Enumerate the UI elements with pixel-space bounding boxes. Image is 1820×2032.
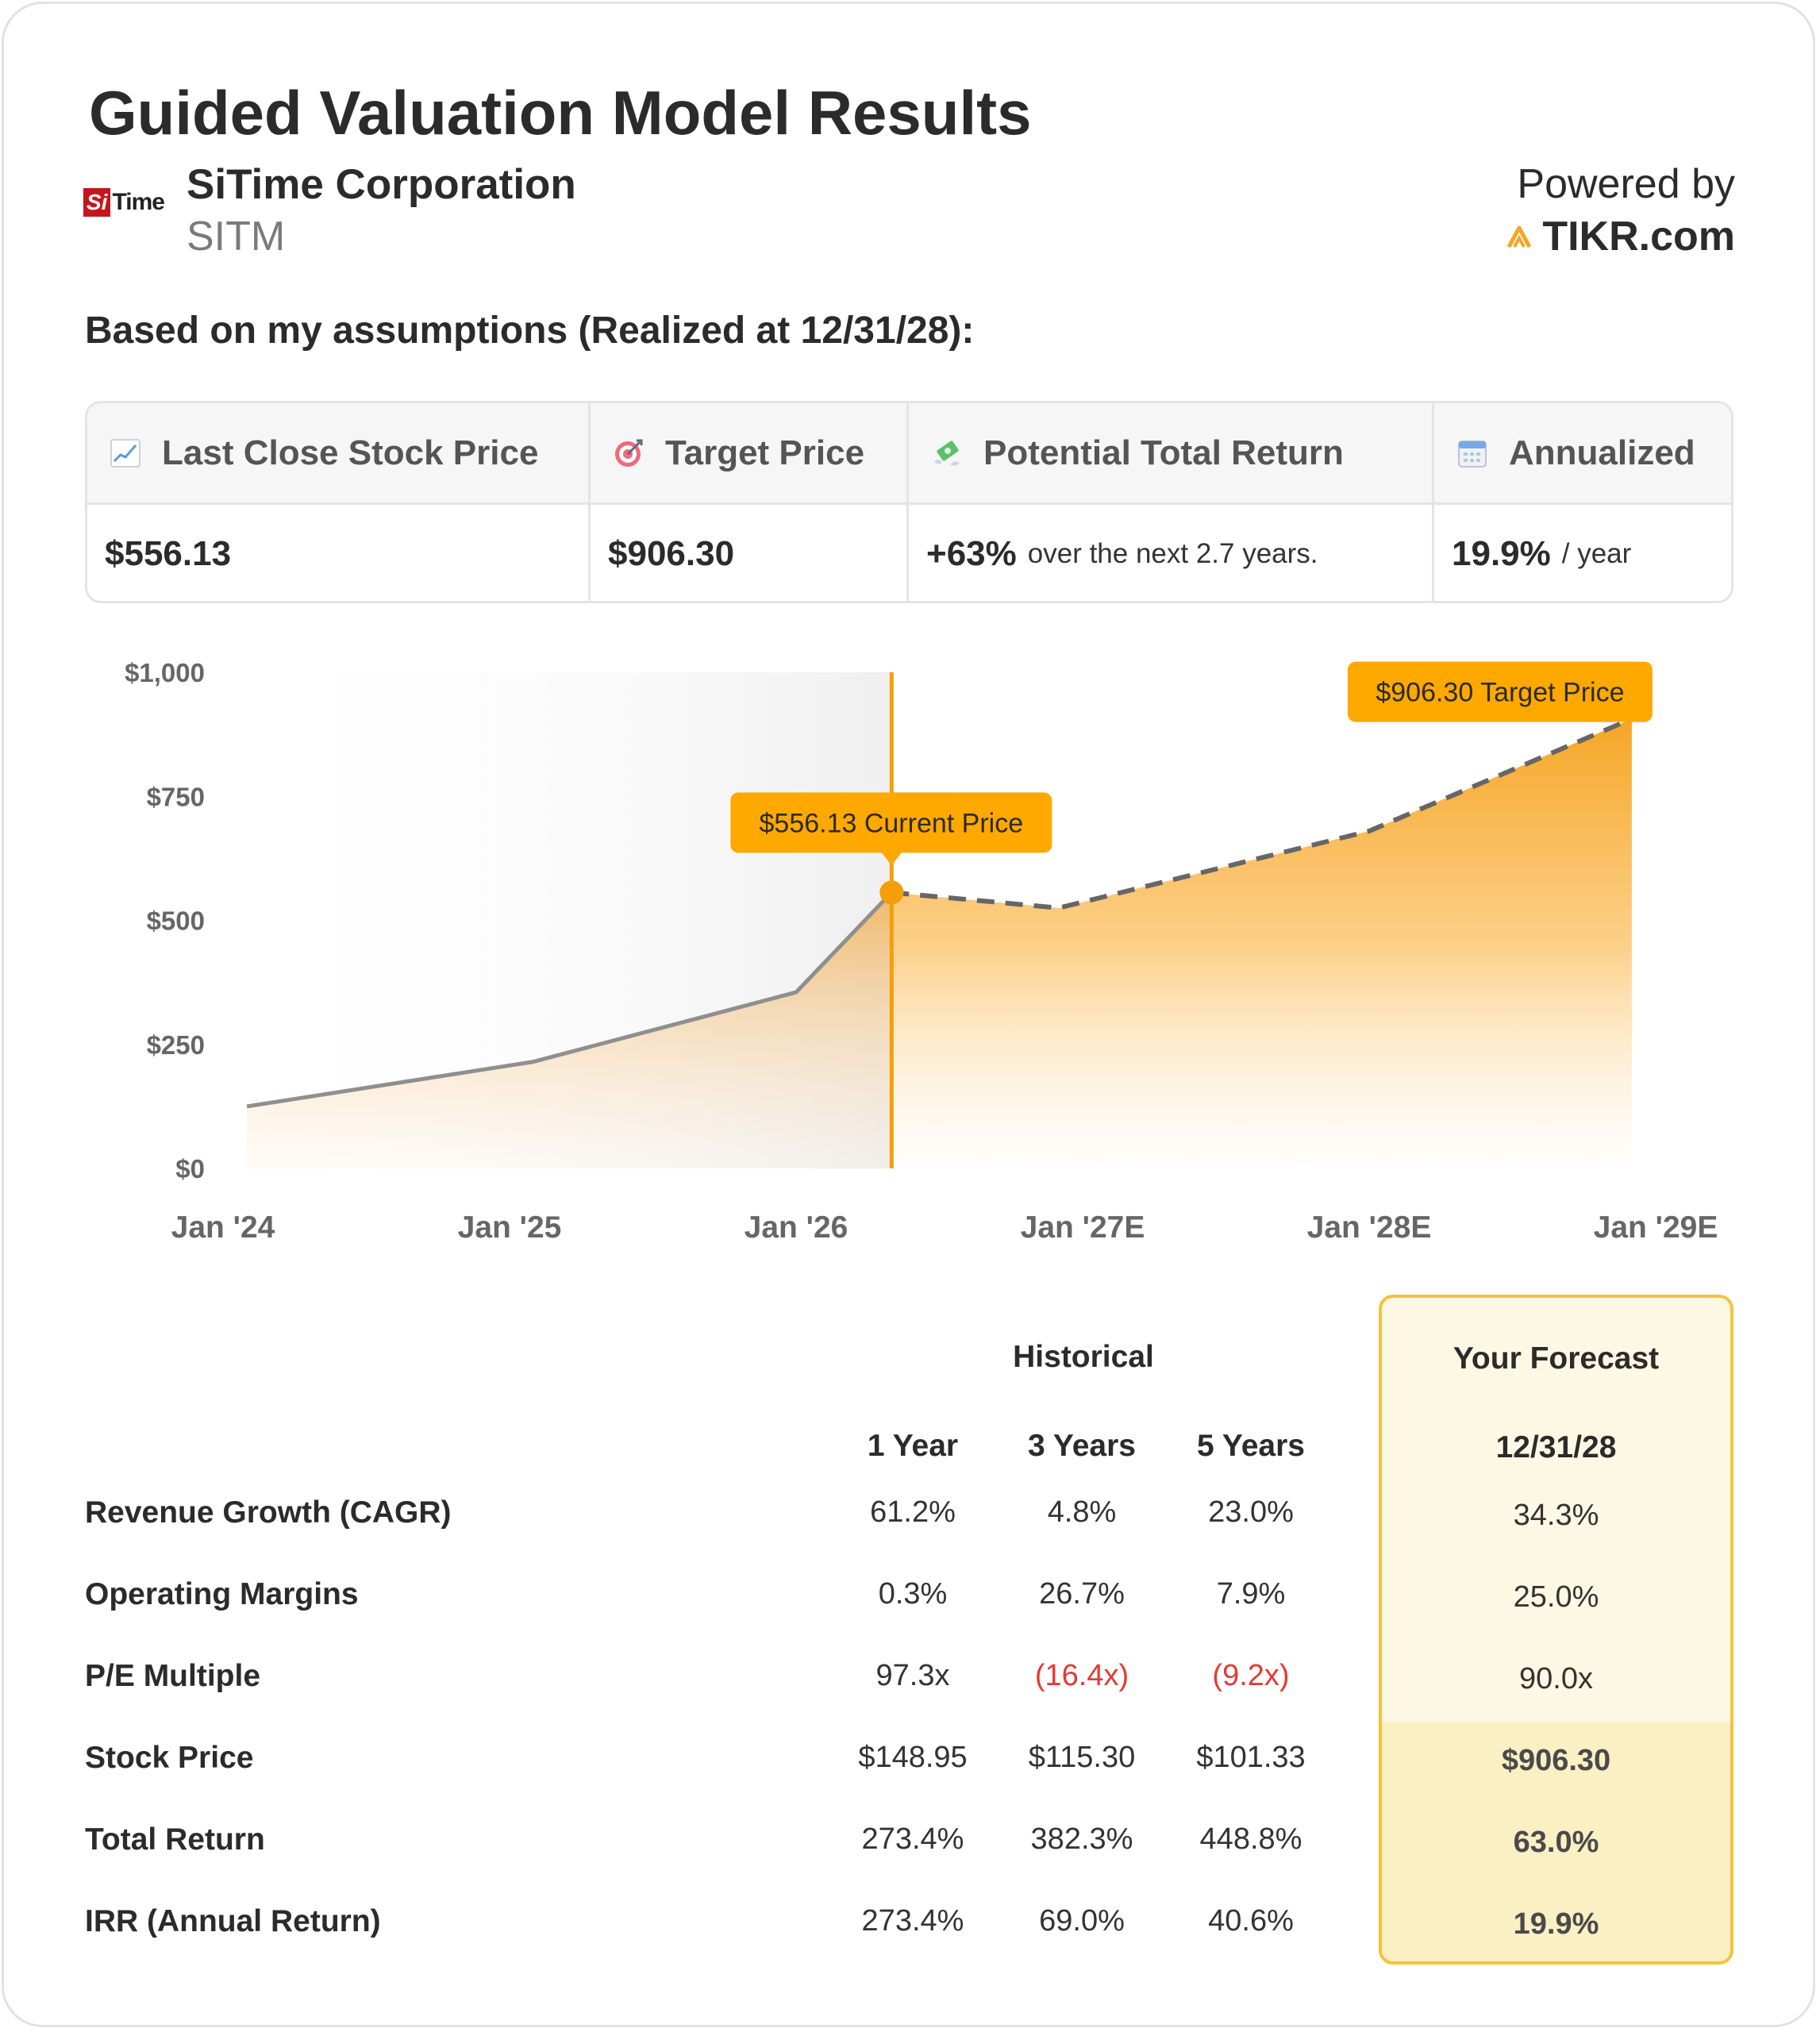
forecast-highlight [1382,1722,1730,1961]
table-cell: 40.6% [1208,1904,1294,1938]
y-tick-label: $250 [147,1030,205,1060]
x-tick-label: Jan '29E [1594,1210,1718,1245]
table-cell: $148.95 [858,1741,968,1774]
row-label: Revenue Growth (CAGR) [85,1495,452,1530]
current-price-label: $556.13 Current Price [760,808,1024,838]
assumptions-heading: Based on my assumptions (Realized at 12/… [85,310,975,352]
forecast-group-header: Your Forecast [1453,1341,1660,1376]
table-cell: 382.3% [1030,1822,1133,1856]
table-cell: 0.3% [878,1577,948,1611]
y-tick-label: $750 [147,782,205,811]
table-cell: 273.4% [861,1904,964,1938]
row-label: Total Return [85,1822,265,1857]
table-cell: 448.8% [1199,1822,1302,1856]
historical-area [247,892,892,1168]
y-axis: $0 $250 $500 $750 $1,000 [125,658,205,1183]
summary-header-last-close: Last Close Stock Price [162,433,539,472]
forecast-cell: 25.0% [1513,1580,1599,1614]
x-tick-label: Jan '26 [745,1210,848,1245]
table-cell: 26.7% [1039,1577,1125,1611]
company-ticker: SITM [187,214,286,260]
area-fills [247,718,1632,1168]
row-label: P/E Multiple [85,1659,261,1693]
summary-header-total-return: Potential Total Return [983,433,1344,472]
x-axis: Jan '24 Jan '25 Jan '26 Jan '27E Jan '28E Jan… [171,1210,1718,1245]
total-return-value: +63% over the next 2.7 years. [926,534,1318,573]
col-header-3-years: 3 Years [1028,1429,1136,1463]
y-tick-label: $500 [147,906,205,936]
price-annotations: $556.13 Current Price $906.30 Target Pric… [730,661,1653,866]
target-price-label: $906.30 Target Price [1376,678,1624,708]
tikr-logo-icon [1507,225,1532,248]
table-cell: (9.2x) [1212,1659,1290,1692]
table-cell: 23.0% [1208,1495,1294,1529]
target-icon [615,439,643,467]
table-cell: 7.9% [1216,1577,1286,1611]
x-tick-label: Jan '25 [458,1210,562,1245]
historical-group-header: Historical [1013,1340,1154,1374]
current-label-pointer [880,851,903,866]
calendar-icon [1458,440,1487,468]
col-header-5-years: 5 Years [1197,1429,1305,1463]
tikr-brand-text: TIKR.com [1542,214,1735,260]
row-label: Stock Price [85,1741,254,1775]
row-label: IRR (Annual Return) [85,1904,381,1938]
table-cell: $101.33 [1196,1741,1306,1774]
historical-line [246,891,894,1109]
summary-col-total-return: Potential Total Return +63% over the next… [909,403,1434,601]
target-price-value: $906.30 [608,534,735,573]
table-cell: (16.4x) [1034,1659,1129,1692]
summary-header-row [87,403,1731,505]
forecast-cell: 34.3% [1513,1499,1599,1532]
current-price-label-bg [730,792,1052,853]
y-tick-label: $1,000 [125,658,205,687]
chart-increasing-icon [110,438,140,468]
company-name: SiTime Corporation [187,161,576,208]
col-header-1-year: 1 Year [867,1429,959,1463]
summary-col-annualized: Annualized 19.9% / year [1434,403,1731,601]
current-price-point [879,880,904,905]
col-header-forecast-date: 12/31/28 [1495,1430,1617,1464]
forecast-area [891,718,1632,1168]
tikr-brand-link[interactable]: TIKR.com [1506,213,1735,260]
x-tick-label: Jan '27E [1021,1210,1145,1245]
series-lines [246,716,1633,1109]
summary-header-target: Target Price [665,433,865,472]
page-title: Guided Valuation Model Results [89,78,1032,148]
summary-col-target: Target Price $906.30 [591,403,909,601]
money-with-wings-icon [934,440,960,466]
target-price-label-bg [1347,661,1653,722]
forecast-cell: $906.30 [1501,1744,1611,1777]
powered-by-label: Powered by [1517,161,1735,207]
last-close-value: $556.13 [105,534,232,573]
company-logo: Si Time [83,188,165,217]
forecast-cell: 90.0x [1519,1662,1593,1695]
forecast-cell: 63.0% [1513,1826,1599,1859]
summary-header-annualized: Annualized [1509,433,1695,472]
forecast-column [1379,1295,1733,1965]
summary-table: Last Close Stock Price $556.13 Target Pr… [85,401,1733,603]
row-label: Operating Margins [85,1577,359,1611]
forecast-cell: 19.9% [1513,1907,1599,1941]
table-cell: 97.3x [875,1659,950,1692]
forecast-line [891,716,1633,910]
table-cell: 4.8% [1047,1495,1117,1529]
price-chart: $0$250$500$750$1,000 Jan '24 Jan '25 Jan '… [125,658,1718,1245]
annualized-value: 19.9% / year [1452,534,1632,573]
table-cell: $115.30 [1028,1741,1136,1774]
summary-col-last-close: Last Close Stock Price $556.13 [87,403,591,601]
y-tick-label: $0 [175,1154,205,1183]
table-cell: 273.4% [861,1822,964,1856]
x-tick-label: Jan '28E [1307,1210,1432,1245]
table-cell: 61.2% [870,1495,956,1529]
table-cell: 69.0% [1039,1904,1125,1938]
x-tick-label: Jan '24 [171,1210,275,1245]
current-marker [879,672,904,1168]
